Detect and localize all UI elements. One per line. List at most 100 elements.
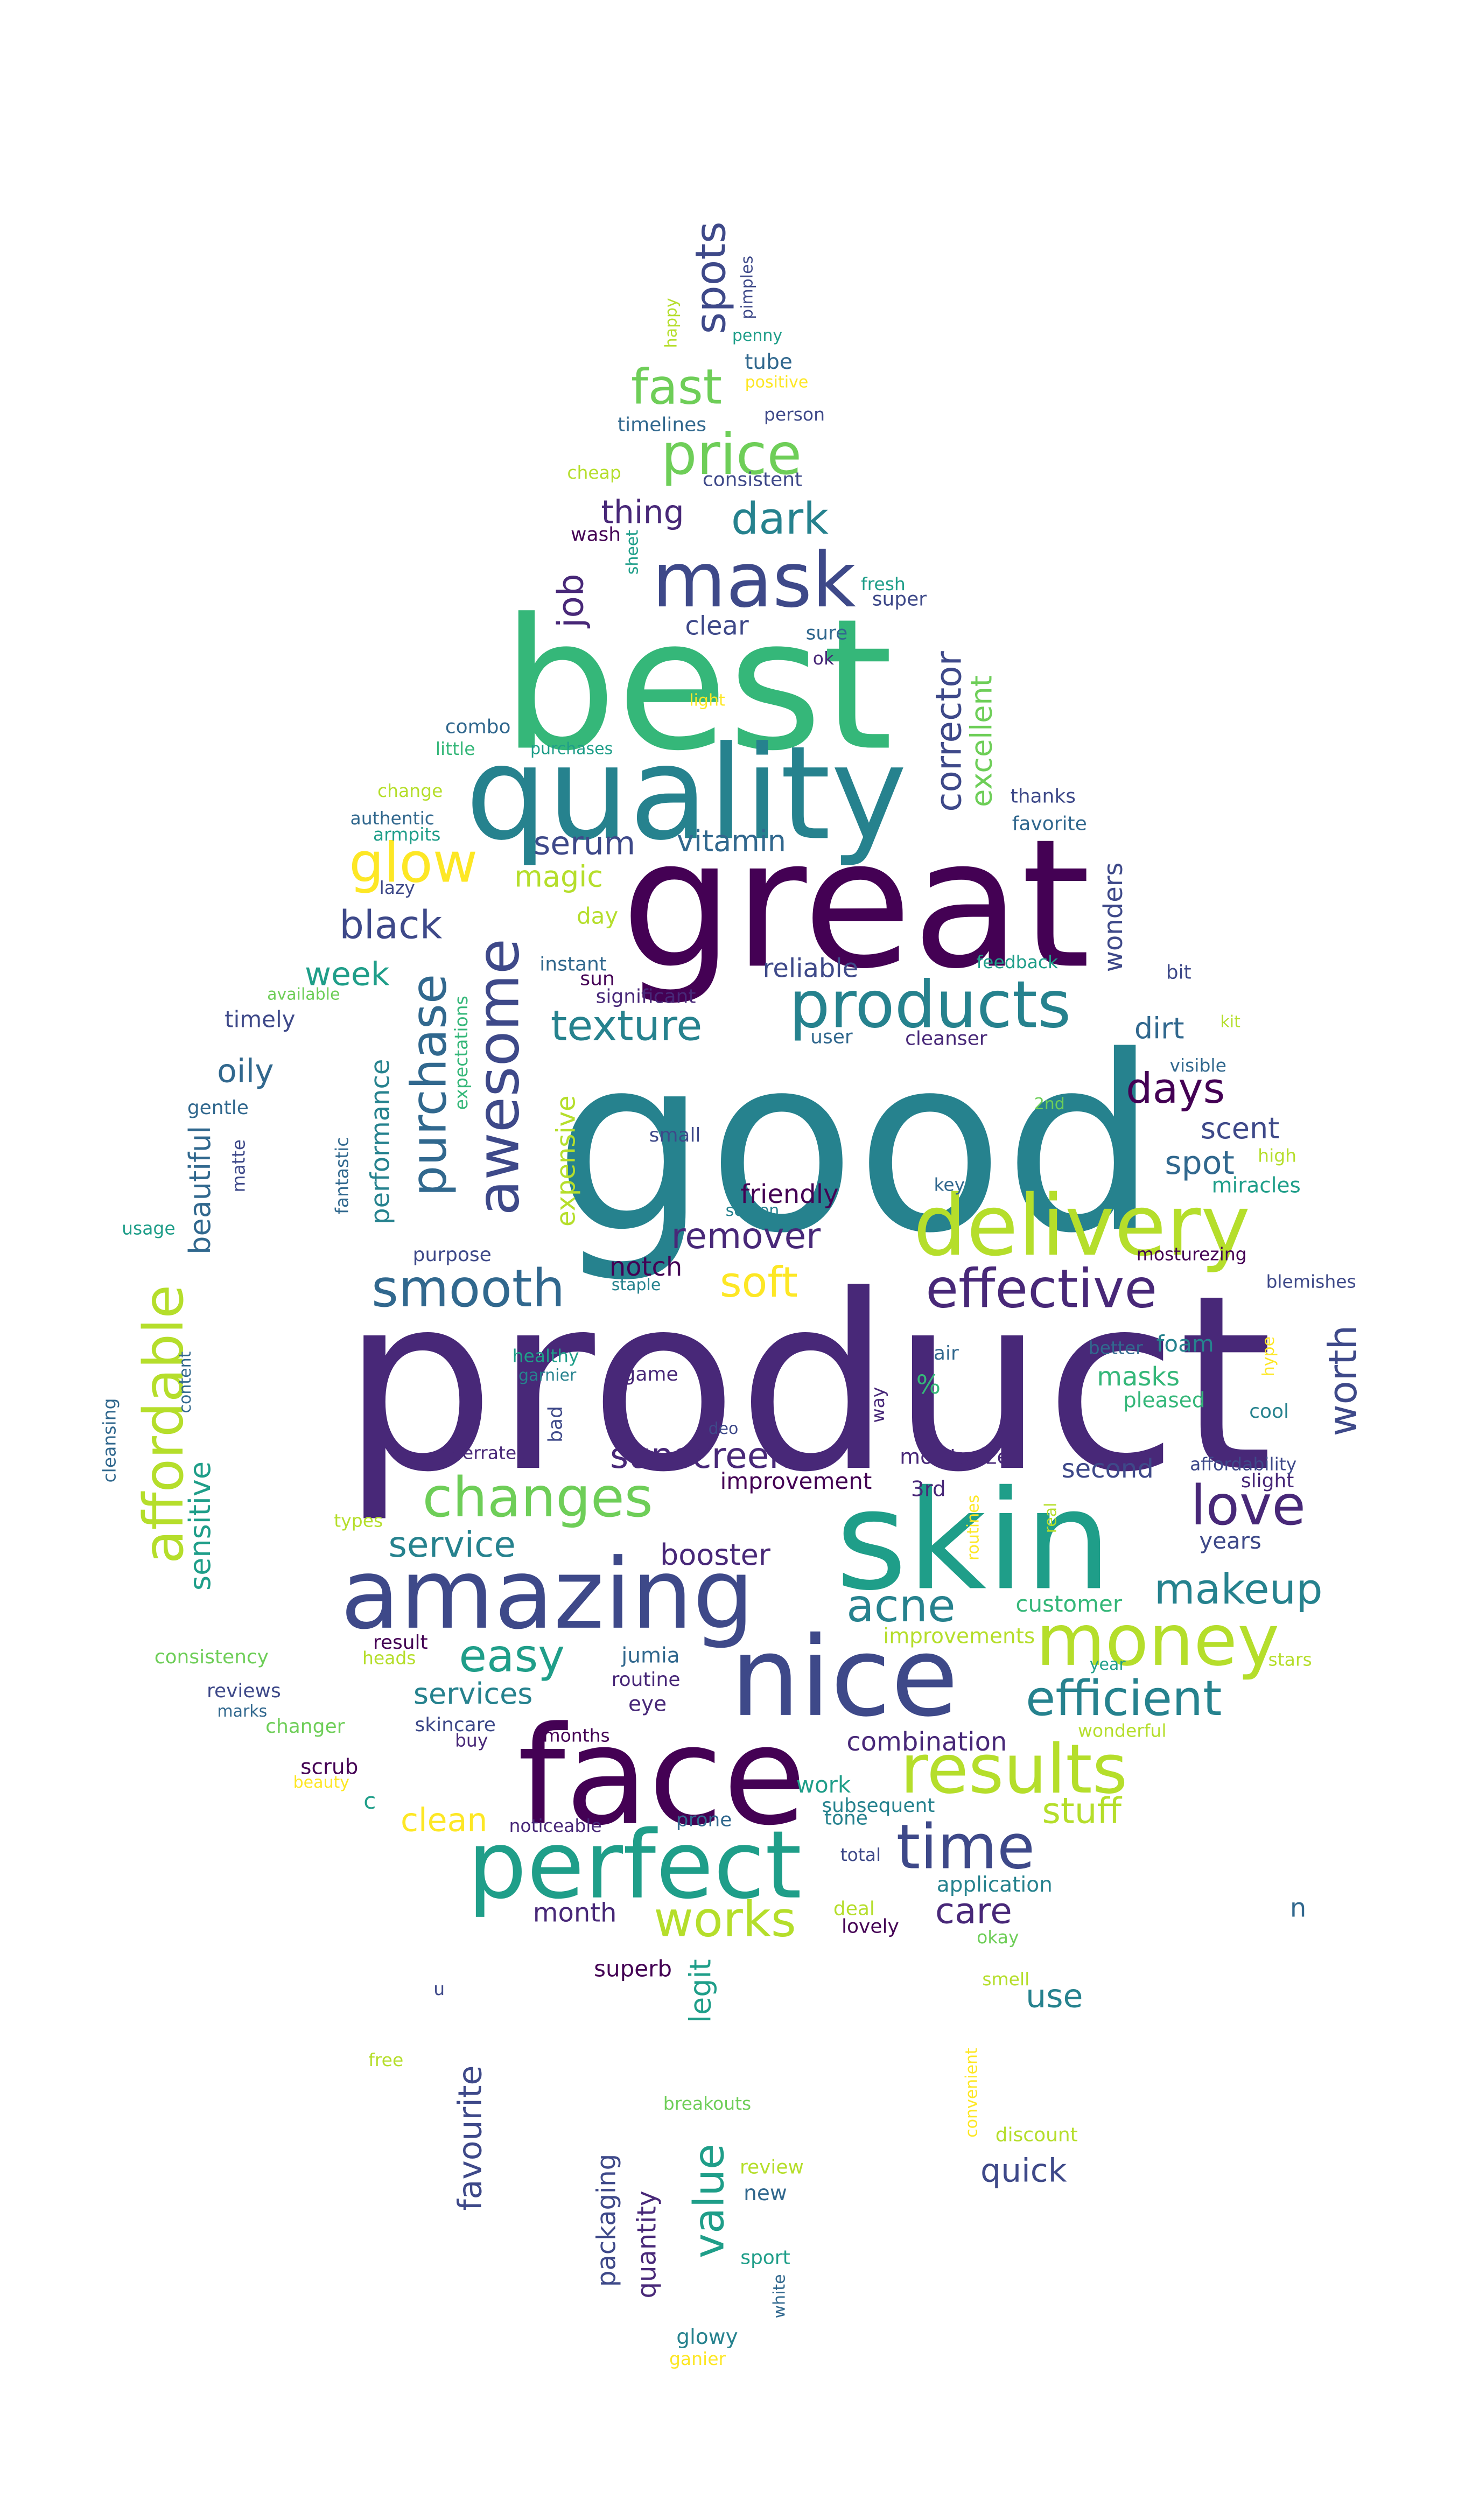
word-usage: usage (122, 1218, 176, 1240)
word-sure: sure (805, 621, 848, 645)
word-dark: dark (731, 495, 829, 545)
word-routines: routines (965, 1494, 984, 1561)
word-consistent: consistent (702, 468, 803, 491)
word-services: services (413, 1677, 533, 1712)
word-visible: visible (1169, 1055, 1226, 1076)
word-routine: routine (611, 1668, 681, 1691)
word-significant: significant (595, 985, 696, 1008)
word-heads: heads (362, 1648, 416, 1669)
word-months: months (543, 1725, 610, 1747)
word-deo: deo (708, 1421, 739, 1439)
word-result: result (373, 1630, 428, 1654)
word-expensive: expensive (550, 1095, 581, 1227)
word-smell: smell (982, 1969, 1030, 1991)
word-spots: spots (688, 221, 737, 334)
word-c: c (363, 1789, 376, 1815)
word-love: love (1190, 1474, 1306, 1539)
word-sport: sport (740, 2246, 790, 2269)
word-breakouts: breakouts (663, 2094, 752, 2115)
word-changer: changer (265, 1714, 345, 1738)
word-subsequent: subsequent (822, 1794, 935, 1817)
word-better: better (1088, 1338, 1143, 1359)
word-oily: oily (217, 1051, 274, 1090)
word-face: face (517, 1697, 807, 1856)
word-effective: effective (926, 1257, 1158, 1320)
word-month: month (532, 1897, 617, 1928)
word-fresh: fresh (860, 574, 906, 596)
word-staple: staple (611, 1277, 661, 1296)
word-quantity: quantity (631, 2190, 662, 2299)
word-perfect: perfect (467, 1810, 802, 1920)
word-spot: spot (1165, 1143, 1235, 1182)
word-timely: timely (225, 1007, 296, 1034)
word-delivery: delivery (913, 1179, 1251, 1276)
word-n: n (1289, 1892, 1307, 1923)
word-year: year (1089, 1656, 1126, 1675)
word-garnier: garnier (518, 1368, 577, 1386)
word-corrector: corrector (930, 651, 971, 812)
word-wash: wash (571, 523, 621, 546)
word-ok: ok (812, 648, 835, 670)
word-deal: deal (833, 1897, 875, 1920)
word-key: key (934, 1174, 965, 1196)
word-lovely: lovely (842, 1915, 899, 1938)
word-change: change (377, 780, 443, 802)
word-scrub: scrub (300, 1756, 359, 1781)
word-okay: okay (977, 1927, 1019, 1949)
word-glow: glow (349, 831, 478, 897)
word-wonderful: wonderful (1077, 1720, 1167, 1742)
word-2nd: 2nd (1034, 1096, 1065, 1115)
word-eye: eye (628, 1693, 667, 1718)
word-buy: buy (454, 1730, 488, 1752)
word-job: job (552, 573, 593, 628)
word-remover: remover (671, 1217, 821, 1258)
word-second: second (1061, 1453, 1154, 1484)
word-friendly: friendly (740, 1179, 839, 1210)
word-game: game (623, 1363, 678, 1386)
word-noticeable: noticeable (509, 1816, 602, 1837)
word-combo: combo (445, 715, 511, 738)
word-works: works (654, 1892, 796, 1949)
word-texture: texture (550, 1003, 703, 1052)
word-discount: discount (995, 2123, 1078, 2146)
word-bad: bad (544, 1406, 567, 1443)
word-cleansing: cleansing (99, 1398, 121, 1483)
word-service: service (388, 1525, 516, 1566)
word-notch: notch (609, 1251, 683, 1283)
word-air: air (933, 1342, 959, 1365)
word-superb: superb (594, 1957, 672, 1983)
word-convenient: convenient (964, 2048, 982, 2138)
word-skin: skin (835, 1462, 1112, 1622)
word-stuff: stuff (1042, 1792, 1122, 1833)
word-overrated: overrated (441, 1443, 528, 1464)
word-review: review (739, 2155, 804, 2179)
word-purpose: purpose (412, 1243, 492, 1266)
word-clear: clear (685, 610, 749, 641)
word-real: real (1043, 1502, 1061, 1534)
word-makeup: makeup (1154, 1566, 1323, 1615)
word-masks: masks (1097, 1361, 1180, 1392)
word-favorite: favorite (1012, 812, 1087, 835)
word-super: super (872, 587, 927, 611)
word-free: free (368, 2050, 404, 2071)
word-content: content (177, 1351, 195, 1413)
word-legit: legit (684, 1959, 719, 2023)
word-beautiful: beautiful (184, 1125, 218, 1255)
word-price: price (661, 424, 802, 489)
word-expectations: expectations (451, 996, 473, 1110)
word-fantastic: fantastic (332, 1137, 353, 1214)
word-care: care (935, 1892, 1012, 1933)
word-performance: performance (364, 1059, 396, 1224)
word-armpits: armpits (373, 824, 441, 845)
word-improvements: improvements (883, 1625, 1035, 1650)
word-beauty: beauty (293, 1774, 349, 1793)
word-screen: screen (725, 1203, 780, 1221)
word-types: types (334, 1510, 383, 1532)
word-days: days (1126, 1066, 1225, 1115)
word-glowy: glowy (676, 2326, 738, 2350)
word-awesome: awesome (466, 938, 533, 1216)
word-worth: worth (1321, 1325, 1366, 1437)
word-favourite: favourite (450, 2065, 489, 2211)
word-total: total (840, 1845, 881, 1866)
word-fast: fast (631, 360, 723, 417)
